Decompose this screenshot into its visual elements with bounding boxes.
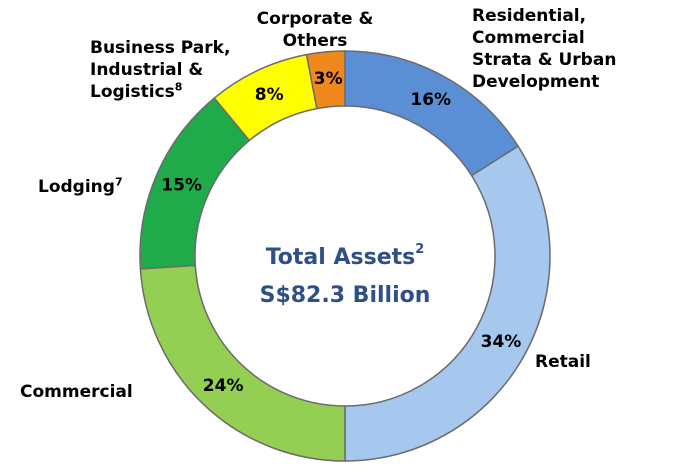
center-value: S$82.3 Billion — [260, 283, 431, 308]
category-text: Business Park, Industrial & Logistics — [90, 38, 231, 102]
footnote-marker: 8 — [174, 80, 183, 94]
category-label: Lodging7 — [38, 176, 148, 198]
category-text: Lodging — [38, 177, 115, 197]
category-text: Residential, Commercial Strata & Urban D… — [472, 6, 617, 92]
category-text: Commercial — [20, 382, 133, 402]
footnote-marker: 7 — [114, 175, 123, 189]
donut-segment — [305, 50, 346, 110]
category-label: Residential, Commercial Strata & Urban D… — [472, 5, 647, 93]
value-label: 34% — [481, 332, 522, 352]
category-text: Corporate & Others — [256, 9, 374, 51]
value-label: 24% — [203, 376, 244, 396]
category-text: Retail — [535, 352, 591, 372]
value-label: 16% — [410, 90, 451, 110]
center-title-note: 2 — [415, 242, 424, 257]
category-label: Corporate & Others — [255, 8, 375, 52]
center-title: Total Assets2 — [266, 242, 425, 271]
center-title-text: Total Assets — [266, 245, 416, 270]
donut-segment — [344, 145, 551, 462]
value-label: 8% — [255, 85, 284, 105]
category-label: Commercial — [20, 381, 170, 403]
category-label: Business Park, Industrial & Logistics8 — [90, 37, 250, 103]
category-label: Retail — [535, 351, 625, 373]
value-label: 15% — [161, 175, 202, 195]
value-label: 3% — [314, 69, 343, 89]
